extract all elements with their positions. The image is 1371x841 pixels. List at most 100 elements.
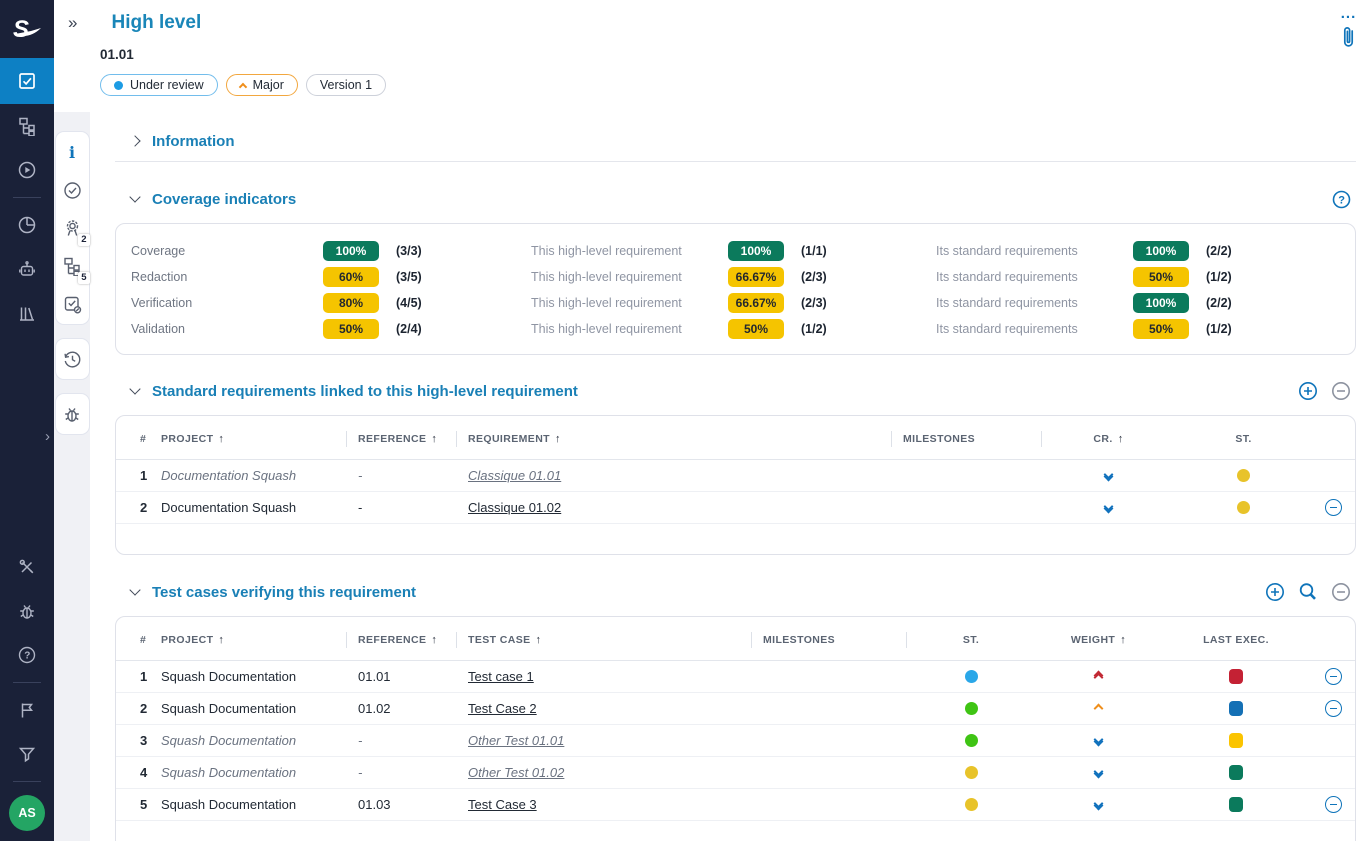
sidebar-item-automation[interactable] bbox=[0, 247, 54, 291]
col-milestones[interactable]: MILESTONES bbox=[751, 619, 906, 660]
coverage-row-label: Redaction bbox=[131, 270, 188, 284]
collapse-tree-icon[interactable]: » bbox=[68, 13, 78, 32]
section-information-header[interactable]: Information bbox=[115, 124, 1356, 158]
more-options-icon[interactable]: ... bbox=[1340, 5, 1357, 22]
test-case-link[interactable]: Test case 1 bbox=[468, 669, 534, 684]
sidebar-item-milestones-flag[interactable] bbox=[0, 688, 54, 732]
unlink-row-icon[interactable] bbox=[1324, 668, 1342, 685]
sidebar-expand-chevron-icon[interactable]: › bbox=[45, 428, 50, 445]
test-case-link[interactable]: Test Case 3 bbox=[468, 797, 537, 812]
filter-funnel-icon bbox=[17, 744, 37, 764]
tab-information[interactable]: i bbox=[56, 133, 89, 171]
test-case-row[interactable]: 4 Squash Documentation - Other Test 01.0… bbox=[116, 757, 1355, 789]
search-icon[interactable] bbox=[1297, 581, 1319, 603]
coverage-row-label: Verification bbox=[131, 296, 193, 310]
col-num[interactable]: # bbox=[140, 633, 147, 646]
col-milestones[interactable]: MILESTONES bbox=[891, 418, 1041, 459]
history-clock-icon bbox=[62, 349, 83, 370]
unlink-remove-circle-icon[interactable] bbox=[1330, 581, 1352, 603]
sidebar-item-administration[interactable] bbox=[0, 545, 54, 589]
last-exec-square-icon bbox=[1229, 765, 1243, 780]
tab-verification-checklist[interactable] bbox=[56, 285, 89, 323]
reporting-pie-icon bbox=[17, 215, 37, 235]
verifying-test-cases-count-badge: 5 bbox=[78, 272, 90, 284]
col-weight[interactable]: WEIGHT ↑ bbox=[1070, 633, 1127, 646]
chevron-down-icon[interactable] bbox=[129, 383, 141, 395]
sidebar-item-bugtracker[interactable] bbox=[0, 589, 54, 633]
col-status[interactable]: ST. bbox=[1235, 432, 1252, 445]
attachments-paperclip-icon[interactable] bbox=[1340, 24, 1357, 50]
unlink-row-icon[interactable] bbox=[1324, 700, 1342, 717]
col-reference[interactable]: REFERENCE ↑ bbox=[346, 418, 456, 459]
coverage-help-icon[interactable]: ? bbox=[1331, 189, 1352, 210]
col-last-exec[interactable]: LAST EXEC. bbox=[1203, 633, 1269, 646]
sidebar-item-reporting[interactable] bbox=[0, 203, 54, 247]
chevron-down-icon[interactable] bbox=[129, 191, 141, 203]
col-project[interactable]: PROJECT ↑ bbox=[161, 633, 225, 646]
tab-standard-requirements[interactable]: 2 bbox=[56, 209, 90, 247]
tab-coverage[interactable] bbox=[56, 171, 89, 209]
last-exec-square-icon bbox=[1229, 669, 1243, 684]
coverage-pct-badge: 60% bbox=[323, 267, 379, 287]
sidebar-item-executions[interactable] bbox=[0, 148, 54, 192]
test-case-link[interactable]: Other Test 01.02 bbox=[468, 765, 565, 780]
status-dot-icon bbox=[1237, 501, 1250, 514]
sort-asc-icon: ↑ bbox=[431, 432, 438, 445]
requirement-link[interactable]: Classique 01.02 bbox=[468, 500, 562, 515]
coverage-hl-count: (1/1) bbox=[801, 244, 827, 258]
last-exec-square-icon bbox=[1229, 797, 1243, 812]
section-standard-requirements-header[interactable]: Standard requirements linked to this hig… bbox=[115, 374, 1356, 408]
chevron-right-icon[interactable] bbox=[129, 135, 141, 147]
sidebar-item-test-cases[interactable] bbox=[0, 104, 54, 148]
sidebar-divider bbox=[13, 682, 41, 683]
unlink-remove-circle-icon[interactable] bbox=[1330, 380, 1352, 402]
version-chip-label: Version 1 bbox=[319, 78, 373, 92]
test-case-row[interactable]: 3 Squash Documentation - Other Test 01.0… bbox=[116, 725, 1355, 757]
version-chip[interactable]: Version 1 bbox=[305, 74, 387, 96]
col-project[interactable]: PROJECT ↑ bbox=[161, 432, 225, 445]
cell-project: Documentation Squash bbox=[161, 500, 297, 515]
cell-project: Squash Documentation bbox=[161, 765, 297, 780]
section-coverage-header[interactable]: Coverage indicators ? bbox=[115, 182, 1356, 216]
col-test-case[interactable]: TEST CASE ↑ bbox=[456, 619, 751, 660]
unlink-row-icon[interactable] bbox=[1324, 499, 1342, 516]
status-chip[interactable]: Under review bbox=[100, 74, 218, 96]
sidebar-item-requirements[interactable] bbox=[0, 58, 54, 104]
criticality-chip[interactable]: Major bbox=[225, 74, 298, 96]
coverage-std-pct-badge: 100% bbox=[1133, 241, 1189, 261]
anchor-rail: i bbox=[54, 112, 90, 841]
test-case-row[interactable]: 2 Squash Documentation 01.02 Test Case 2 bbox=[116, 693, 1355, 725]
table-header-row: # PROJECT ↑ REFERENCE ↑ REQUIREMENT ↑ MILES… bbox=[116, 418, 1355, 460]
tab-history[interactable] bbox=[56, 340, 89, 378]
requirement-reference: 01.01 bbox=[100, 47, 134, 62]
sidebar-item-library[interactable] bbox=[0, 291, 54, 335]
tab-known-issues[interactable] bbox=[56, 395, 89, 433]
unlink-row-icon[interactable] bbox=[1324, 796, 1342, 813]
col-num[interactable]: # bbox=[140, 432, 147, 445]
tab-verifying-test-cases[interactable]: 5 bbox=[56, 247, 90, 285]
col-requirement[interactable]: REQUIREMENT ↑ bbox=[456, 418, 891, 459]
sidebar-item-filter[interactable] bbox=[0, 732, 54, 776]
weight-chevron-icon bbox=[1093, 734, 1104, 747]
user-avatar[interactable]: AS bbox=[9, 795, 45, 831]
weight-chevron-icon bbox=[1093, 798, 1104, 811]
test-case-row[interactable]: 1 Squash Documentation 01.01 Test case 1 bbox=[116, 661, 1355, 693]
coverage-std-count: (1/2) bbox=[1206, 322, 1232, 336]
link-add-circle-icon[interactable] bbox=[1264, 581, 1286, 603]
row-number: 2 bbox=[140, 701, 148, 716]
requirement-link[interactable]: Classique 01.01 bbox=[468, 468, 562, 483]
test-case-row[interactable]: 5 Squash Documentation 01.03 Test Case 3 bbox=[116, 789, 1355, 821]
coverage-hl-pct-badge: 100% bbox=[728, 241, 784, 261]
col-criticality[interactable]: CR. ↑ bbox=[1041, 418, 1176, 459]
standard-requirement-row[interactable]: 1 Documentation Squash - Classique 01.01 bbox=[116, 460, 1355, 492]
link-add-circle-icon[interactable] bbox=[1297, 380, 1319, 402]
test-case-link[interactable]: Test Case 2 bbox=[468, 701, 537, 716]
col-reference[interactable]: REFERENCE ↑ bbox=[346, 619, 456, 660]
cell-project: Squash Documentation bbox=[161, 797, 297, 812]
test-case-link[interactable]: Other Test 01.01 bbox=[468, 733, 565, 748]
section-test-cases-header[interactable]: Test cases verifying this requirement bbox=[115, 575, 1356, 609]
col-status[interactable]: ST. bbox=[906, 619, 1036, 660]
chevron-down-icon[interactable] bbox=[129, 584, 141, 596]
standard-requirement-row[interactable]: 2 Documentation Squash - Classique 01.02 bbox=[116, 492, 1355, 524]
sidebar-item-help[interactable]: ? bbox=[0, 633, 54, 677]
